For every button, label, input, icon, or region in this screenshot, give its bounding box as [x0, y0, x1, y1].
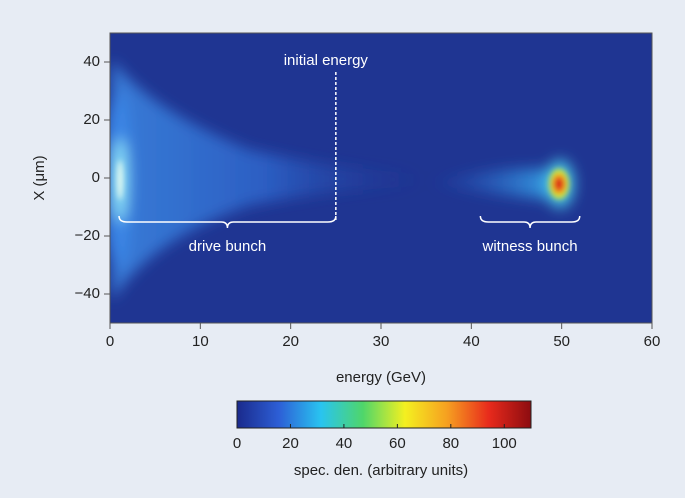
y-tick-label: 20 — [83, 111, 100, 128]
x-tick-label: 40 — [463, 333, 480, 350]
x-tick-label: 0 — [106, 333, 114, 350]
annotation: witness bunch — [482, 238, 578, 255]
x-axis-label: energy (GeV) — [336, 369, 426, 386]
y-tick-label: 0 — [92, 169, 100, 186]
annotation: drive bunch — [189, 238, 267, 255]
colorbar-tick-label: 80 — [442, 435, 459, 452]
x-tick-label: 60 — [644, 333, 661, 350]
witness-bunch-brace — [479, 215, 581, 229]
colorbar-tick-label: 60 — [389, 435, 406, 452]
y-axis-label: X (μm) — [31, 155, 48, 200]
x-tick-label: 20 — [282, 333, 299, 350]
x-tick-label: 50 — [553, 333, 570, 350]
heatmap — [110, 33, 652, 323]
drive-bunch-brace — [118, 215, 337, 229]
colorbar-label: spec. den. (arbitrary units) — [294, 462, 468, 479]
y-tick-label: 40 — [83, 53, 100, 70]
y-tick-label: −20 — [75, 227, 100, 244]
colorbar-tick-label: 40 — [336, 435, 353, 452]
colorbar-tick-label: 100 — [492, 435, 517, 452]
colorbar — [236, 400, 532, 429]
colorbar-tick-label: 0 — [233, 435, 241, 452]
x-tick-label: 10 — [192, 333, 209, 350]
annotation: initial energy — [284, 52, 369, 69]
colorbar-tick-label: 20 — [282, 435, 299, 452]
x-tick-label: 30 — [373, 333, 390, 350]
y-tick-label: −40 — [75, 285, 100, 302]
